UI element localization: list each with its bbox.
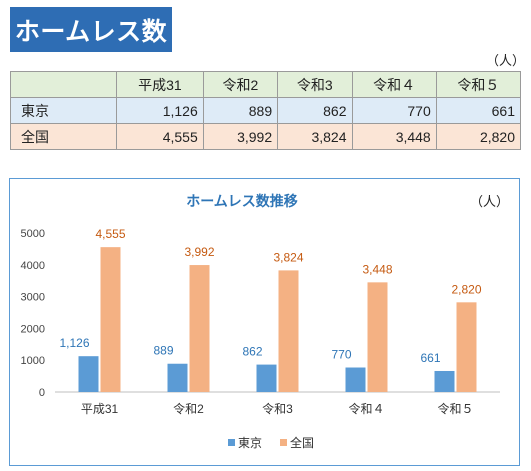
x-tick-label: 令和3 — [262, 401, 293, 416]
homeless-table: 平成31 令和2 令和3 令和４ 令和５ 東京 1,126 889 862 77… — [10, 71, 522, 150]
bar-national — [278, 270, 299, 392]
legend-label: 東京 — [238, 436, 262, 450]
table-cell: 3,992 — [202, 123, 279, 150]
data-label: 3,448 — [362, 262, 392, 276]
y-tick-label: 3000 — [21, 292, 45, 304]
data-label: 1,126 — [59, 336, 89, 350]
legend-label: 全国 — [290, 435, 314, 450]
bar-national — [189, 265, 210, 392]
table-cell: 862 — [277, 97, 353, 124]
data-label: 862 — [242, 345, 262, 359]
y-tick-label: 1000 — [21, 355, 45, 367]
table-header-cell: 令和3 — [277, 71, 353, 98]
bar-tokyo — [78, 356, 99, 392]
bar-national — [100, 247, 121, 392]
y-tick-label: 0 — [39, 387, 45, 399]
bar-tokyo — [167, 363, 188, 392]
table-cell: 1,126 — [116, 97, 204, 124]
x-tick-label: 令和４ — [348, 401, 384, 416]
row-label-tokyo: 東京 — [10, 97, 117, 124]
table-cell: 3,448 — [351, 123, 437, 150]
table-row-tokyo: 東京 1,126 889 862 770 661 — [10, 97, 522, 124]
table-header-row: 平成31 令和2 令和3 令和４ 令和５ — [10, 71, 522, 98]
y-tick-label: 2000 — [21, 323, 45, 335]
bar-national — [456, 302, 477, 392]
legend-swatch — [228, 439, 235, 446]
data-label: 889 — [153, 344, 173, 358]
data-label: 2,820 — [451, 282, 481, 296]
page-title: ホームレス数 — [10, 7, 172, 52]
table-header-cell: 令和2 — [202, 71, 279, 98]
chart-frame: ホームレス数推移 （人） 0 1000 2000 3000 4000 5000 1,126 4,5… — [9, 178, 520, 466]
data-label: 661 — [420, 351, 440, 365]
table-cell: 3,824 — [277, 123, 353, 150]
table-cell: 4,555 — [116, 123, 204, 150]
table-header-corner — [10, 71, 117, 98]
data-label: 3,992 — [184, 245, 214, 259]
data-label: 770 — [331, 348, 351, 362]
table-header-cell: 平成31 — [116, 71, 204, 98]
bar-chart: ホームレス数推移 （人） 0 1000 2000 3000 4000 5000 1,126 4,5… — [21, 193, 510, 450]
table-cell: 770 — [351, 97, 437, 124]
bar-tokyo — [256, 364, 277, 392]
table-cell: 889 — [202, 97, 279, 124]
x-tick-label: 令和2 — [173, 401, 204, 416]
table-header-cell: 令和４ — [351, 71, 437, 98]
chart-title: ホームレス数推移 — [186, 193, 298, 209]
chart-unit-label: （人） — [470, 194, 509, 209]
table-row-national: 全国 4,555 3,992 3,824 3,448 2,820 — [10, 123, 522, 150]
bar-national — [367, 282, 388, 392]
legend-swatch — [280, 439, 287, 446]
y-tick-label: 5000 — [21, 228, 45, 240]
table-cell: 661 — [435, 97, 522, 124]
table-unit-label: （人） — [486, 54, 526, 69]
table-cell: 2,820 — [435, 123, 522, 150]
data-label: 4,555 — [95, 227, 125, 241]
bar-tokyo — [434, 370, 455, 392]
table-header-cell: 令和５ — [435, 71, 522, 98]
row-label-national: 全国 — [10, 123, 117, 150]
y-tick-label: 4000 — [21, 260, 45, 272]
x-tick-label: 平成31 — [81, 402, 119, 416]
x-tick-label: 令和５ — [437, 401, 473, 416]
data-label: 3,824 — [273, 250, 303, 264]
bar-tokyo — [345, 367, 366, 392]
